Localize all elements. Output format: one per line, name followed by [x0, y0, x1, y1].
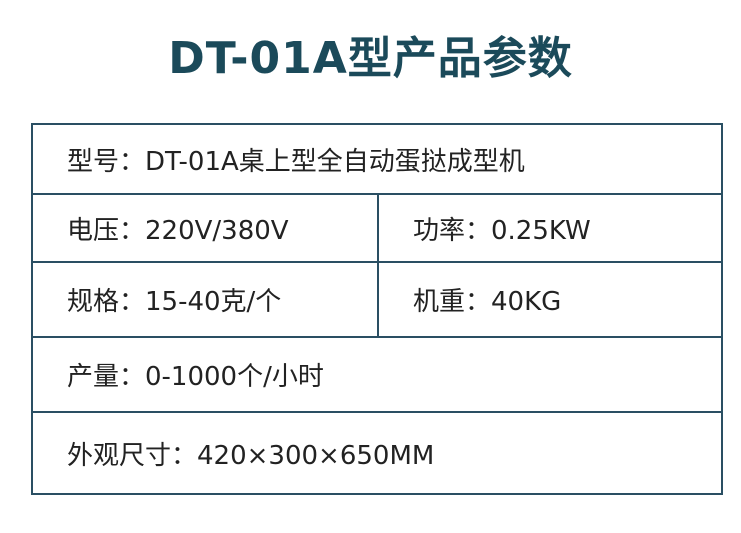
table-row-model: 型号：DT-01A桌上型全自动蛋挞成型机: [33, 125, 721, 195]
spec-table: 型号：DT-01A桌上型全自动蛋挞成型机 电压：220V/380V 功率：0.2…: [31, 123, 723, 495]
power-cell: 功率：0.25KW: [413, 215, 591, 246]
model-cell: 型号：DT-01A桌上型全自动蛋挞成型机: [67, 146, 525, 177]
voltage-cell: 电压：220V/380V: [33, 195, 379, 261]
output-cell: 产量：0-1000个/小时: [67, 362, 324, 392]
dimensions-cell: 外观尺寸：420×300×650MM: [67, 440, 435, 471]
table-row-dimensions: 外观尺寸：420×300×650MM: [33, 413, 721, 493]
page-title: DT-01A型产品参数: [168, 33, 573, 84]
spec-cell: 规格：15-40克/个: [33, 263, 379, 336]
table-row-spec-weight: 规格：15-40克/个 机重：40KG: [33, 263, 721, 338]
weight-cell: 机重：40KG: [413, 287, 562, 317]
table-row-voltage-power: 电压：220V/380V 功率：0.25KW: [33, 195, 721, 263]
table-row-output: 产量：0-1000个/小时: [33, 338, 721, 413]
